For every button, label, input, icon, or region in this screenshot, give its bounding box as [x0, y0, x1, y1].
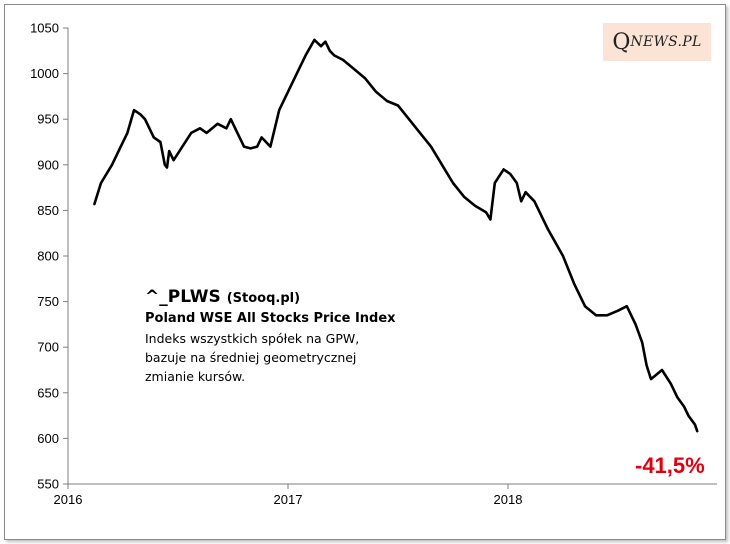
x-tick-label: 2017 [274, 492, 303, 507]
chart-frame: 550 600 650 700 750 800 850 900 950 1000 1050 2016… [4, 4, 726, 540]
y-tick-label: 550 [37, 477, 59, 492]
x-tick-labels: 2016 2017 2018 [54, 492, 523, 507]
y-tick-label: 1000 [30, 66, 59, 81]
y-tick-label: 750 [37, 294, 59, 309]
y-tick-labels: 550 600 650 700 750 800 850 900 950 1000 1050 [30, 21, 59, 492]
chart-axes [63, 27, 717, 489]
series-layer [93, 38, 699, 433]
index-name: Poland WSE All Stocks Price Index [145, 311, 396, 326]
qnews-logo: Q NEWS.PL [603, 23, 711, 61]
ticker-symbol: ^_PLWS [145, 287, 221, 307]
ticker-row: ^_PLWS (Stooq.pl) [145, 287, 396, 309]
series-line-plws [93, 38, 699, 433]
description-line: Indeks wszystkich spółek na GPW, [145, 331, 360, 346]
y-tick-label: 800 [37, 249, 59, 264]
y-tick-label: 650 [37, 385, 59, 400]
y-tick-label: 700 [37, 340, 59, 355]
x-tick-label: 2016 [54, 492, 83, 507]
y-tick-label: 900 [37, 157, 59, 172]
y-tick-label: 850 [37, 203, 59, 218]
y-tick-label: 1050 [30, 21, 59, 36]
logo-letter: Q [612, 29, 631, 55]
y-tick-label: 600 [37, 431, 59, 446]
ticker-source: (Stooq.pl) [226, 291, 301, 306]
logo-text: NEWS.PL [630, 34, 702, 50]
chart-annotation: ^_PLWS (Stooq.pl) Poland WSE All Stocks P… [145, 287, 396, 386]
x-tick-label: 2018 [494, 492, 523, 507]
change-percent-label: -41,5% [635, 453, 705, 478]
description-line: zmianie kursów. [145, 369, 246, 384]
y-tick-label: 950 [37, 112, 59, 127]
description-line: bazuje na średniej geometrycznej [145, 350, 357, 365]
chart-canvas: 550 600 650 700 750 800 850 900 950 1000 1050 2016… [30, 21, 717, 507]
